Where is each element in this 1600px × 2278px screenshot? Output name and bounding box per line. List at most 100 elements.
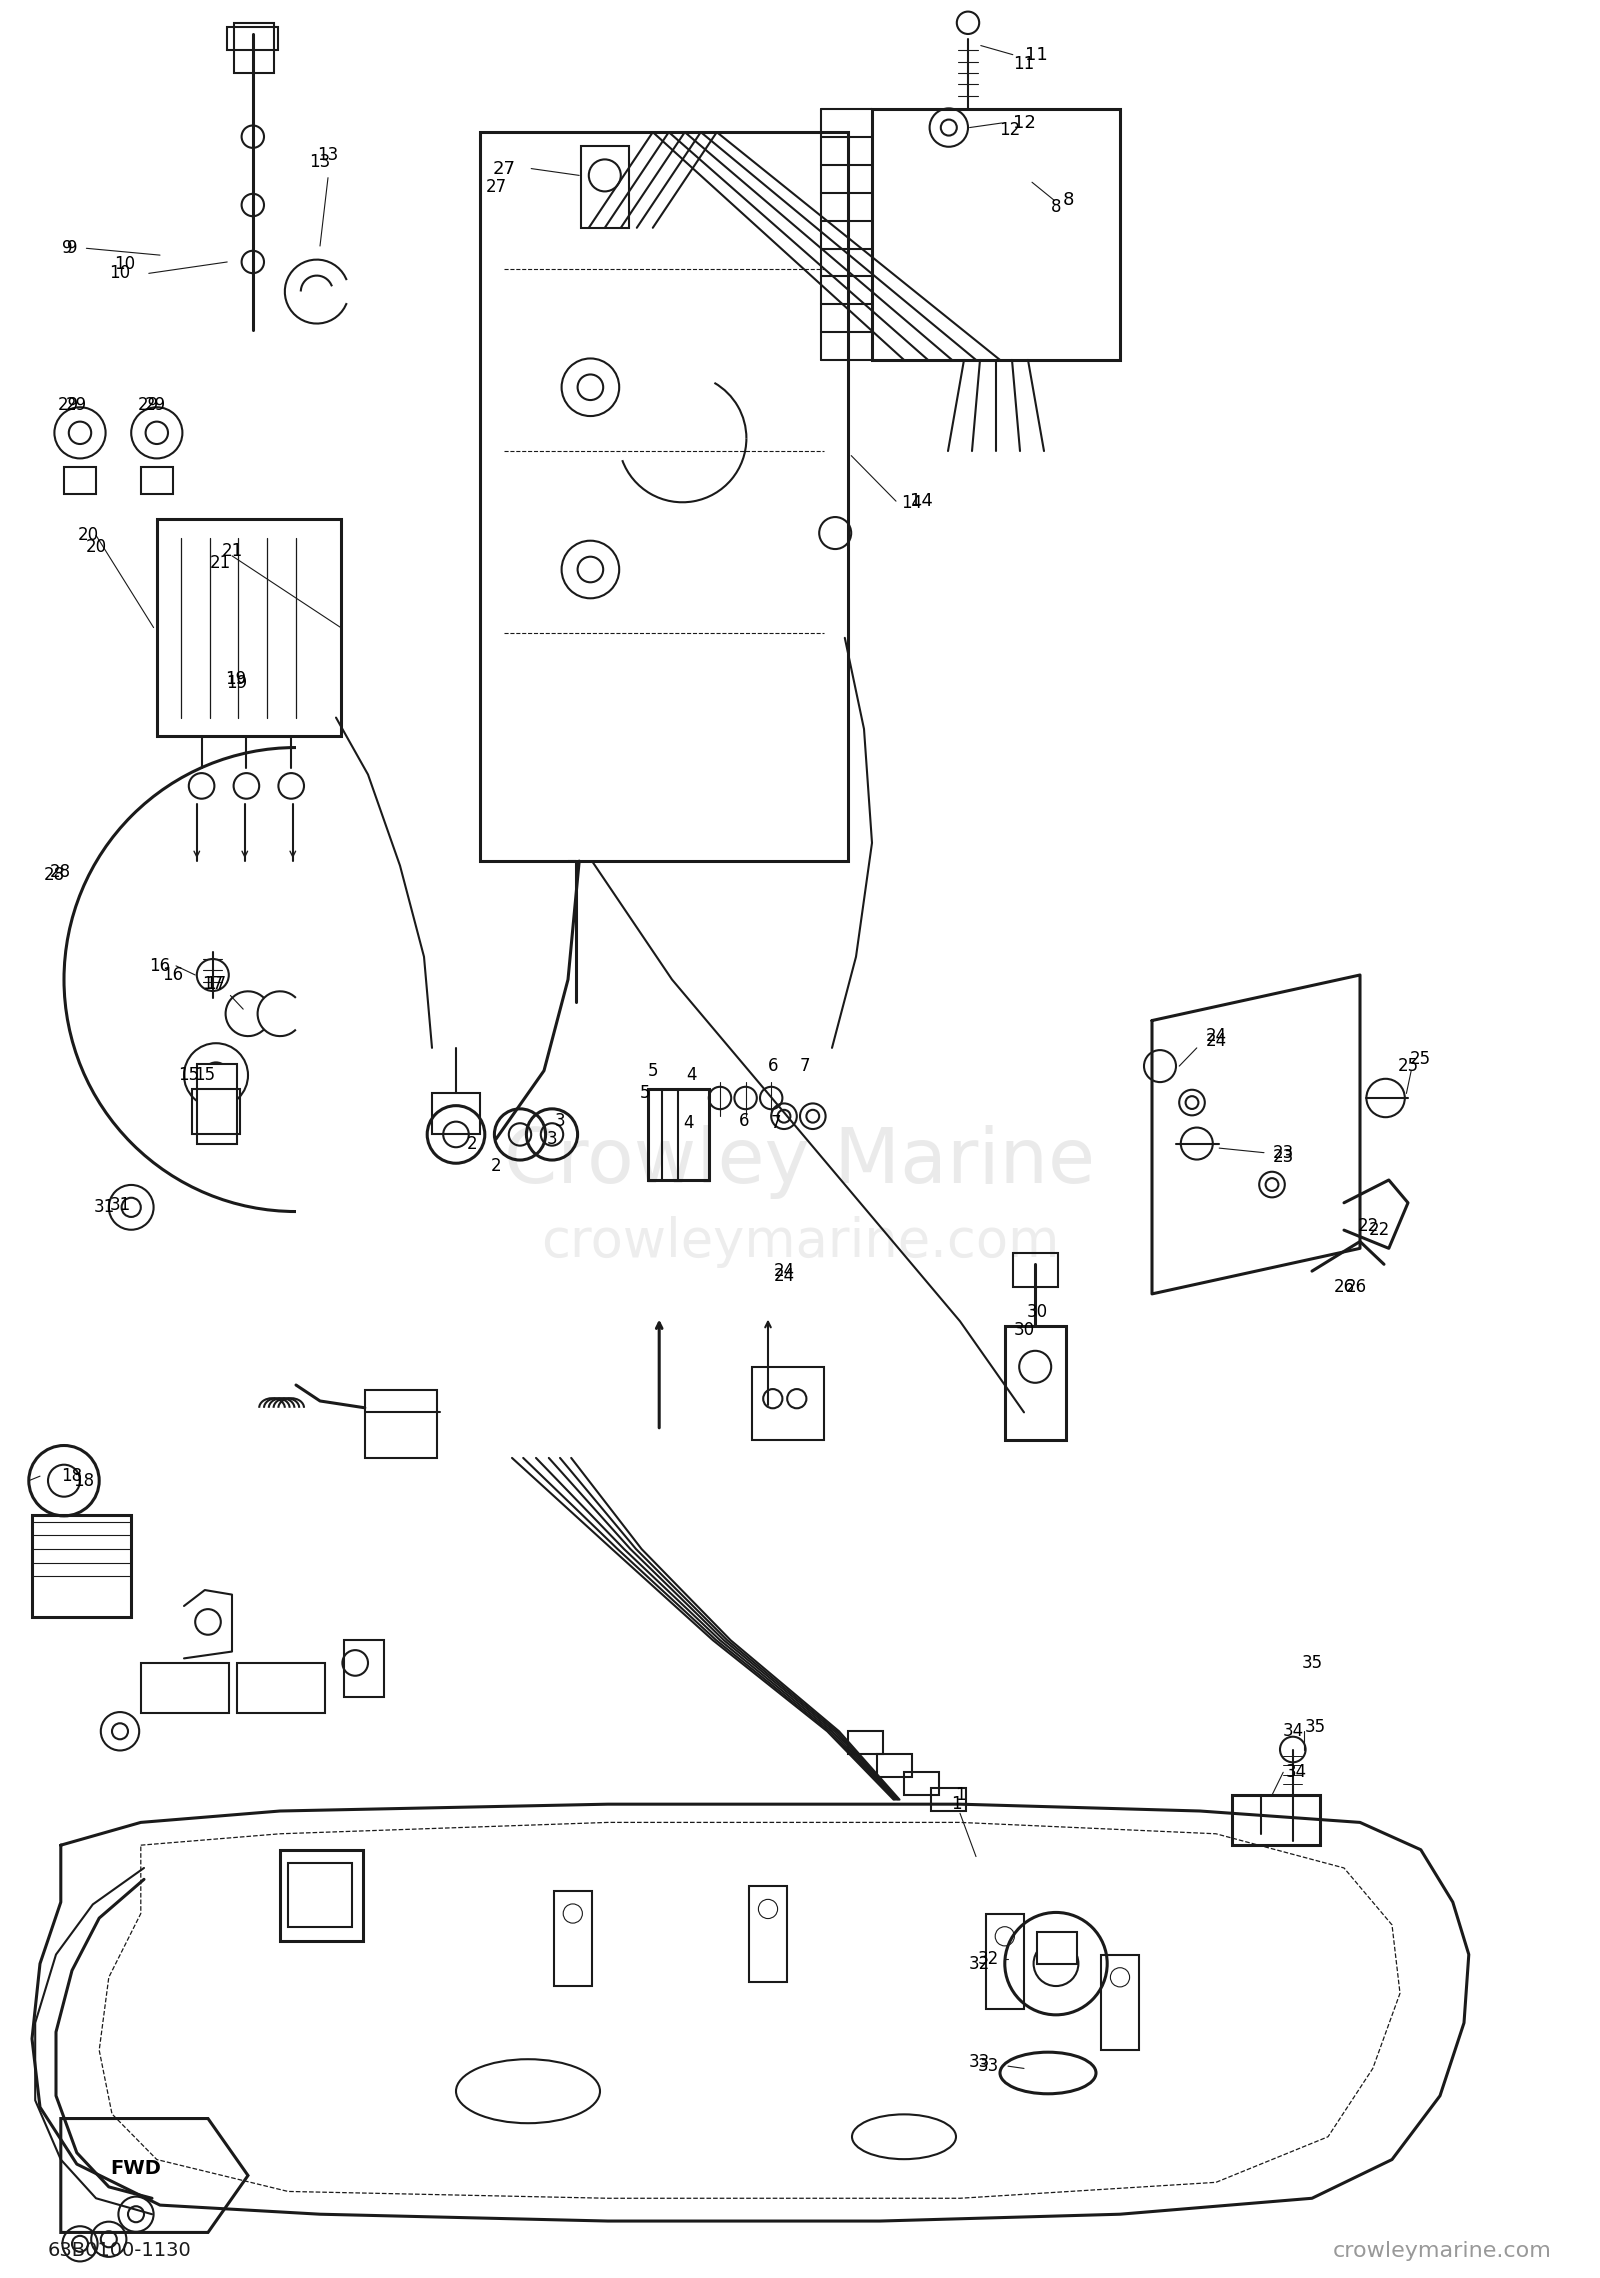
Text: 16: 16	[162, 966, 184, 984]
Text: 32: 32	[978, 1950, 1000, 1968]
Text: 3: 3	[547, 1130, 557, 1148]
Text: 13: 13	[317, 146, 339, 164]
Text: 14: 14	[910, 492, 933, 510]
Text: 27: 27	[493, 159, 515, 178]
Bar	[197, 1064, 237, 1144]
Text: 17: 17	[202, 975, 224, 993]
Bar	[986, 1914, 1024, 2009]
Text: 28: 28	[50, 863, 72, 882]
Text: 17: 17	[205, 975, 227, 993]
Text: 10: 10	[114, 255, 136, 273]
Text: 23: 23	[1272, 1144, 1294, 1162]
Bar	[1101, 1955, 1139, 2050]
Text: 3: 3	[555, 1112, 565, 1130]
Text: 14: 14	[901, 494, 923, 513]
Text: 12: 12	[998, 121, 1021, 139]
Text: 21: 21	[210, 554, 232, 572]
Text: 1: 1	[952, 1795, 962, 1813]
Text: 30: 30	[1013, 1321, 1035, 1339]
Text: 22: 22	[1357, 1216, 1379, 1235]
Text: 31: 31	[93, 1198, 115, 1216]
Bar	[877, 1754, 912, 1777]
Text: 1: 1	[955, 1786, 965, 1804]
Text: 29: 29	[144, 396, 166, 415]
Text: 35: 35	[1304, 1718, 1326, 1736]
Text: 7: 7	[800, 1057, 810, 1075]
Bar	[1005, 1326, 1066, 1440]
Text: 25: 25	[1397, 1057, 1419, 1075]
Text: 22: 22	[1368, 1221, 1390, 1239]
Text: 24: 24	[1205, 1027, 1227, 1046]
Text: 19: 19	[224, 670, 246, 688]
Text: 8: 8	[1051, 198, 1061, 216]
Text: 18: 18	[72, 1472, 94, 1490]
Text: 16: 16	[149, 957, 171, 975]
Text: 7: 7	[771, 1114, 781, 1132]
Text: 26: 26	[1346, 1278, 1368, 1296]
Bar	[480, 132, 848, 861]
Bar	[157, 519, 341, 736]
Text: crowleymarine.com: crowleymarine.com	[1333, 2242, 1552, 2260]
Bar	[872, 109, 1120, 360]
Text: 4: 4	[683, 1114, 693, 1132]
Text: FWD: FWD	[110, 2160, 162, 2178]
Text: 12: 12	[1013, 114, 1035, 132]
Text: 29: 29	[66, 396, 88, 415]
Text: 11: 11	[1026, 46, 1048, 64]
Text: 29: 29	[138, 396, 160, 415]
Text: 5: 5	[648, 1062, 658, 1080]
Text: 10: 10	[109, 264, 131, 282]
Text: 33: 33	[968, 2052, 990, 2071]
Bar	[32, 1515, 131, 1617]
Text: 28: 28	[43, 866, 66, 884]
Text: 29: 29	[58, 396, 80, 415]
Text: 30: 30	[1026, 1303, 1048, 1321]
Bar	[749, 1886, 787, 1982]
Text: 19: 19	[226, 674, 248, 693]
Bar	[365, 1390, 437, 1458]
Bar	[192, 1089, 240, 1134]
Text: 63B0100-1130: 63B0100-1130	[48, 2242, 192, 2260]
Bar	[288, 1863, 352, 1927]
Text: 24: 24	[773, 1262, 795, 1280]
Text: 2: 2	[467, 1134, 477, 1153]
Bar	[581, 146, 629, 228]
Text: 25: 25	[1410, 1050, 1432, 1068]
Bar	[280, 1850, 363, 1941]
Text: 20: 20	[85, 538, 107, 556]
Bar	[141, 467, 173, 494]
Bar	[227, 27, 278, 50]
Text: 15: 15	[194, 1066, 216, 1084]
Bar	[344, 1640, 384, 1697]
Text: 20: 20	[77, 526, 99, 544]
Text: 24: 24	[773, 1267, 795, 1285]
Text: 24: 24	[1205, 1032, 1227, 1050]
Text: 21: 21	[221, 542, 243, 560]
Bar	[237, 1663, 325, 1713]
Text: 9: 9	[67, 239, 77, 257]
Bar	[1013, 1253, 1058, 1287]
Text: 27: 27	[485, 178, 507, 196]
Bar	[752, 1367, 824, 1440]
Text: 6: 6	[768, 1057, 778, 1075]
Bar	[234, 23, 274, 73]
Text: 35: 35	[1301, 1654, 1323, 1672]
Bar	[931, 1788, 966, 1811]
Bar	[64, 467, 96, 494]
Bar	[648, 1089, 709, 1180]
Text: Crowley Marine: Crowley Marine	[504, 1125, 1096, 1198]
Text: 34: 34	[1282, 1722, 1304, 1740]
Text: 18: 18	[61, 1467, 83, 1485]
Text: 23: 23	[1272, 1148, 1294, 1166]
Text: 6: 6	[739, 1112, 749, 1130]
Text: 13: 13	[309, 153, 331, 171]
Bar	[1232, 1795, 1320, 1845]
Text: 33: 33	[978, 2057, 1000, 2075]
Bar	[1037, 1932, 1077, 1964]
Bar	[848, 1731, 883, 1754]
Text: 34: 34	[1285, 1763, 1307, 1781]
Bar	[554, 1891, 592, 1986]
Text: 26: 26	[1333, 1278, 1355, 1296]
Text: 9: 9	[62, 239, 72, 257]
Text: 2: 2	[491, 1157, 501, 1175]
